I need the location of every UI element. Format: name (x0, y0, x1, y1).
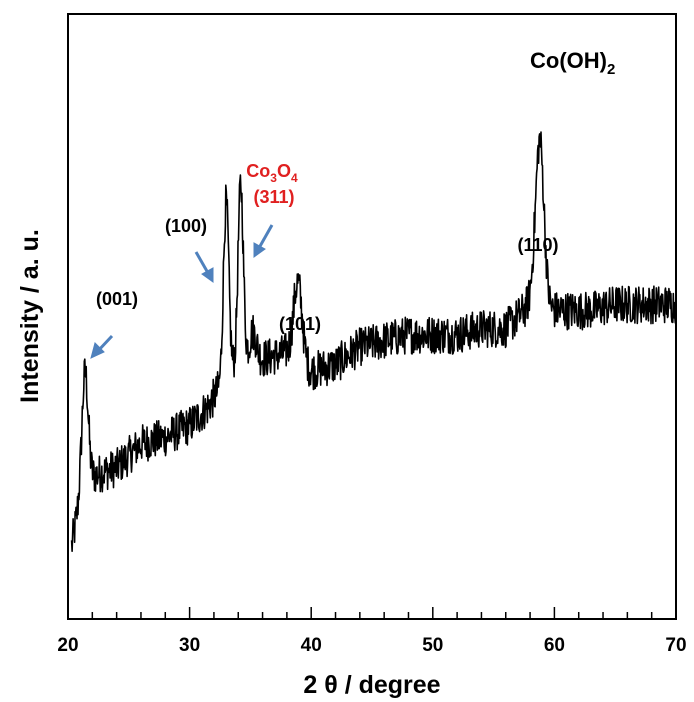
x-axis-tick-labels: 20 30 40 50 60 70 (57, 635, 686, 656)
peak-label-100: (100) (165, 216, 207, 236)
chart-title: Co(OH)2 (530, 48, 615, 78)
x-tick-label: 30 (179, 635, 200, 656)
x-tick-label: 50 (422, 635, 443, 656)
x-tick-label: 20 (57, 635, 78, 656)
x-tick-label: 70 (665, 635, 686, 656)
arrow-100-head (201, 267, 214, 283)
arrow-100 (194, 251, 210, 274)
x-tick-label: 60 (544, 635, 565, 656)
x-tick-label: 40 (301, 635, 322, 656)
x-axis-ticks (67, 607, 677, 619)
y-axis-label: Intensity / a. u. (16, 229, 44, 403)
peak-label-101: (101) (279, 314, 321, 334)
peak-label-001: (001) (96, 289, 138, 309)
peak-label-co3o4: Co3O4 (246, 161, 298, 185)
peak-label-110: (110) (517, 235, 558, 255)
arrow-001-head (90, 342, 105, 359)
xrd-pattern-line (70, 131, 677, 552)
arrow-311-head (253, 242, 266, 258)
x-axis-label: 2 θ / degree (303, 671, 440, 699)
arrow-311 (257, 224, 274, 249)
plot-frame (67, 13, 677, 620)
peak-arrows (90, 224, 274, 359)
peak-label-311: (311) (253, 187, 294, 207)
